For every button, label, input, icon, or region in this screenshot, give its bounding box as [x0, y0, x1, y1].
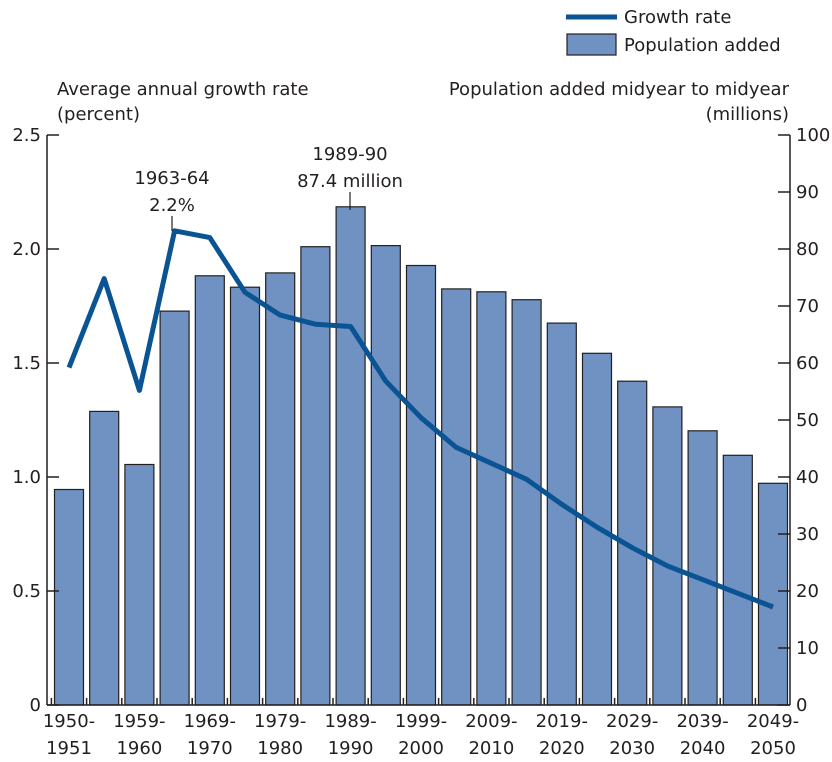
x-axis-tick-label-start: 1969- — [184, 711, 236, 732]
left-axis-tick-label: 0.5 — [12, 581, 41, 602]
x-axis-tick-label-start: 2039- — [676, 711, 728, 732]
left-axis-tick-label: 2.5 — [12, 125, 41, 146]
x-axis-tick-label-end: 1970 — [187, 738, 233, 759]
bar-population-added — [652, 406, 683, 706]
x-axis-tick-label-end: 1951 — [46, 738, 92, 759]
left-axis-tick-label: 1.0 — [12, 467, 41, 488]
bar-population-added — [124, 463, 155, 706]
annotation-1963-64-period: 1963-64 — [134, 168, 209, 189]
bar-population-added — [335, 206, 366, 706]
x-axis-tick-label-start: 1979- — [254, 711, 306, 732]
right-axis-tick-label: 70 — [796, 296, 819, 317]
x-axis-labels: 1950- 1951 1959- 1960 1969- 1970 1979- 1980 1989… — [43, 711, 799, 759]
right-axis-title-line1: Population added midyear to midyear — [449, 79, 790, 100]
right-axis-tick-label: 20 — [796, 581, 819, 602]
x-axis-tick-label-start: 2019- — [536, 711, 588, 732]
x-axis-tick-label-end: 2010 — [468, 738, 514, 759]
bar-population-added — [265, 272, 296, 706]
legend-label-population-added: Population added — [624, 35, 781, 56]
axes: 0 0.5 1.0 1.5 2.0 2.5 0 10 20 30 40 50 60 70 80 90 100 — [12, 125, 830, 716]
bar-population-added — [511, 299, 542, 706]
right-axis-tick-label: 40 — [796, 467, 819, 488]
bar-population-added — [722, 454, 753, 706]
annotation-peak-growth-rate: 1963-64 2.2% — [134, 168, 210, 231]
right-axis-tick-label: 80 — [796, 239, 819, 260]
bar-population-added — [194, 275, 225, 706]
legend-bar-swatch — [566, 33, 617, 56]
x-axis-tick-label-start: 1999- — [395, 711, 447, 732]
left-axis-tick-label: 1.5 — [12, 353, 41, 374]
x-axis-tick-label-end: 1980 — [257, 738, 303, 759]
bar-population-added — [441, 288, 472, 706]
bar-population-added — [546, 322, 577, 706]
bar-population-added — [89, 410, 120, 706]
left-axis-tick-label: 2.0 — [12, 239, 41, 260]
x-axis-tick-label-end: 2030 — [609, 738, 655, 759]
annotation-1989-90-value: 87.4 million — [297, 171, 403, 192]
right-axis-tick-label: 30 — [796, 524, 819, 545]
bar-population-added — [159, 310, 190, 706]
x-axis-tick-label-end: 2040 — [680, 738, 726, 759]
right-axis-tick-label: 0 — [796, 695, 807, 716]
x-axis-tick-label-start: 2029- — [606, 711, 658, 732]
x-axis-tick-label-end: 2020 — [539, 738, 585, 759]
right-axis-tick-label: 100 — [796, 125, 830, 146]
x-axis-tick-label-start: 1989- — [324, 711, 376, 732]
right-axis-tick-label: 50 — [796, 410, 819, 431]
left-axis-tick-label: 0 — [30, 695, 41, 716]
bar-population-added — [229, 286, 261, 706]
annotation-1963-64-value: 2.2% — [149, 195, 195, 216]
bar-population-added — [476, 291, 507, 706]
x-axis-tick-label-end: 1990 — [328, 738, 374, 759]
bar-population-added — [53, 488, 85, 706]
x-axis-tick-label-start: 1950- — [43, 711, 95, 732]
legend: Growth rate Population added — [566, 7, 781, 56]
bar-population-added — [370, 245, 401, 706]
bar-population-added — [300, 246, 331, 706]
bar-series-population-added — [53, 206, 789, 706]
right-axis-title-line2: (millions) — [706, 104, 789, 125]
right-axis-tick-label: 90 — [796, 182, 819, 203]
legend-label-growth-rate: Growth rate — [624, 7, 731, 28]
x-axis-tick-label-end: 2050 — [750, 738, 796, 759]
bar-population-added — [687, 430, 718, 706]
bar-population-added — [405, 264, 437, 706]
x-axis-tick-label-start: 1959- — [113, 711, 165, 732]
bar-population-added — [757, 482, 789, 706]
annotation-peak-population-added: 1989-90 87.4 million — [297, 144, 403, 210]
growth-rate-line — [66, 228, 774, 610]
x-axis-tick-label-start: 2009- — [465, 711, 517, 732]
right-axis-tick-label: 10 — [796, 638, 819, 659]
x-axis-tick-label-end: 2000 — [398, 738, 444, 759]
left-axis-title-line1: Average annual growth rate — [57, 79, 309, 100]
annotation-1989-90-period: 1989-90 — [312, 144, 387, 165]
right-axis-tick-label: 60 — [796, 353, 819, 374]
x-axis-tick-label-start: 2049- — [747, 711, 799, 732]
line-series-growth-rate — [66, 228, 774, 610]
left-axis-title-line2: (percent) — [57, 104, 140, 125]
x-axis-tick-label-end: 1960 — [116, 738, 162, 759]
